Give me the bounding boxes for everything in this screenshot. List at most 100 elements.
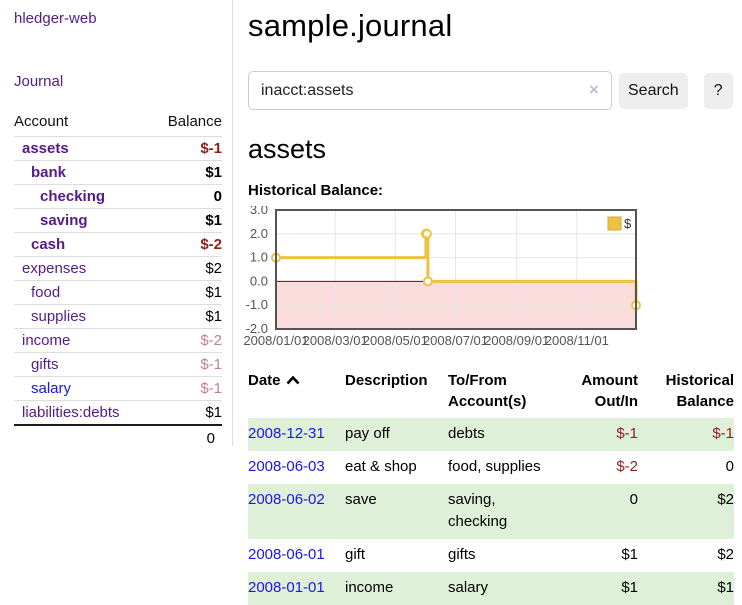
brand-link[interactable]: hledger-web xyxy=(14,10,97,27)
account-balance: 0 xyxy=(213,188,222,205)
account-balance: $1 xyxy=(205,284,222,301)
register-amount: $-2 xyxy=(616,458,638,475)
account-link[interactable]: saving xyxy=(40,212,88,229)
register-amount: 0 xyxy=(629,491,638,508)
column-header-accounts: To/From Account(s) xyxy=(448,372,527,410)
account-link[interactable]: gifts xyxy=(31,356,59,373)
account-link[interactable]: income xyxy=(22,332,71,349)
register-balance: $1 xyxy=(717,579,734,596)
account-balance: $1 xyxy=(205,404,222,421)
register-description: income xyxy=(345,579,394,596)
transaction-row: 2008-12-31 pay off debts $-1 $-1 xyxy=(248,418,734,451)
account-row: cash $-2 xyxy=(14,233,222,257)
transaction-row: 2008-06-01 gift gifts $1 $2 xyxy=(248,539,734,572)
register-amount: $1 xyxy=(621,546,638,563)
column-header-description: Description xyxy=(345,372,428,389)
svg-text:2008/03/01: 2008/03/01 xyxy=(303,333,368,348)
accounts-total-row: 0 xyxy=(14,426,222,451)
register-date-link[interactable]: 2008-12-31 xyxy=(248,425,325,442)
accounts-total-value: 0 xyxy=(206,430,215,447)
svg-text:2008/11/01: 2008/11/01 xyxy=(545,333,609,348)
accounts-panel: Account Balance assets $-1 bank $1 checking 0… xyxy=(14,107,222,451)
account-balance: $1 xyxy=(205,164,222,181)
column-header-date[interactable]: Date xyxy=(248,370,345,418)
register-balance: 0 xyxy=(725,458,734,475)
svg-text:2008/01/01: 2008/01/01 xyxy=(243,333,308,348)
account-link[interactable]: liabilities:debts xyxy=(22,404,120,421)
account-link[interactable]: assets xyxy=(22,140,69,157)
clear-search-icon[interactable]: × xyxy=(589,80,599,99)
account-row: supplies $1 xyxy=(14,305,222,329)
register-amount: $1 xyxy=(621,579,638,596)
account-row: food $1 xyxy=(14,281,222,305)
account-row: assets $-1 xyxy=(14,137,222,161)
main-content: sample.journal × Search ? assets Histori… xyxy=(243,0,742,605)
register-accounts: gifts xyxy=(448,546,476,563)
account-row: expenses $2 xyxy=(14,257,222,281)
register-table: Date Description To/From Account(s) Amount … xyxy=(248,370,734,605)
register-balance: $-1 xyxy=(712,425,734,442)
account-balance: $-1 xyxy=(200,356,222,373)
register-accounts: salary xyxy=(448,579,489,596)
register-accounts: food, supplies xyxy=(448,458,541,475)
account-link[interactable]: supplies xyxy=(31,308,87,325)
account-row: saving $1 xyxy=(14,209,222,233)
account-link[interactable]: salary xyxy=(31,380,72,397)
register-date-cell: 2008-06-03 xyxy=(248,451,345,484)
page-title: sample.journal xyxy=(248,8,453,43)
svg-text:3.0: 3.0 xyxy=(250,206,268,217)
svg-text:2008/07/01: 2008/07/01 xyxy=(423,333,488,348)
sidebar: hledger-web Journal Account Balance asse… xyxy=(0,0,233,447)
svg-text:0.0: 0.0 xyxy=(250,273,268,288)
account-link[interactable]: food xyxy=(31,284,61,301)
column-header-amount: Amount Out/In xyxy=(581,372,638,410)
account-link[interactable]: bank xyxy=(31,164,67,181)
chart-heading: Historical Balance: xyxy=(248,182,384,199)
register-description: gift xyxy=(345,546,366,563)
account-row: bank $1 xyxy=(14,161,222,185)
nav-journal-link[interactable]: Journal xyxy=(14,73,64,90)
register-accounts: saving, checking xyxy=(448,491,508,530)
register-balance: $2 xyxy=(717,546,734,563)
chart-canvas: 3.0 2.0 1.0 0.0 -1.0 -2.02008/01/012008/03/01… xyxy=(243,206,641,348)
svg-text:2008/05/01: 2008/05/01 xyxy=(363,333,428,348)
register-date-link[interactable]: 2008-06-03 xyxy=(248,458,325,475)
account-balance: $-1 xyxy=(200,140,222,157)
account-row: checking 0 xyxy=(14,185,222,209)
transaction-row: 2008-06-02 save saving, checking 0 $2 xyxy=(248,484,734,539)
register-amount: $-1 xyxy=(616,425,638,442)
accounts-header-balance: Balance xyxy=(167,113,222,130)
account-row: gifts $-1 xyxy=(14,353,222,377)
account-row: salary $-1 xyxy=(14,377,222,401)
register-balance: $2 xyxy=(717,491,734,508)
register-date-link[interactable]: 2008-06-02 xyxy=(248,491,325,508)
svg-text:2.0: 2.0 xyxy=(250,226,268,241)
search-button[interactable]: Search xyxy=(619,72,688,109)
account-link[interactable]: expenses xyxy=(22,260,87,277)
accounts-rows: assets $-1 bank $1 checking 0 saving $1 cash $-2 e… xyxy=(14,137,222,426)
register-description: eat & shop xyxy=(345,458,417,475)
account-row: income $-2 xyxy=(14,329,222,353)
register-date-cell: 2008-01-01 xyxy=(248,572,345,605)
svg-text:-1.0: -1.0 xyxy=(246,297,268,312)
transaction-row: 2008-06-03 eat & shop food, supplies $-2 0 xyxy=(248,451,734,484)
register-accounts: debts xyxy=(448,425,485,442)
accounts-header-account: Account xyxy=(14,113,69,130)
account-row: liabilities:debts $1 xyxy=(14,401,222,426)
account-link[interactable]: checking xyxy=(40,188,106,205)
search-bar: × Search ? xyxy=(248,71,742,110)
account-balance: $2 xyxy=(205,260,222,277)
accounts-header: Account Balance xyxy=(14,107,222,137)
svg-text:-2.0: -2.0 xyxy=(246,321,268,336)
search-input[interactable] xyxy=(248,71,612,110)
column-header-balance: Historical Balance xyxy=(665,372,734,410)
help-button[interactable]: ? xyxy=(703,72,733,109)
account-link[interactable]: cash xyxy=(31,236,66,253)
register-date-link[interactable]: 2008-06-01 xyxy=(248,546,325,563)
register-date-cell: 2008-06-02 xyxy=(248,484,345,539)
register-description: pay off xyxy=(345,425,390,442)
svg-text:1.0: 1.0 xyxy=(250,250,268,265)
transaction-row: 2008-01-01 income salary $1 $1 xyxy=(248,572,734,605)
svg-text:2008/09/01: 2008/09/01 xyxy=(484,333,549,348)
account-balance: $-1 xyxy=(200,380,222,397)
